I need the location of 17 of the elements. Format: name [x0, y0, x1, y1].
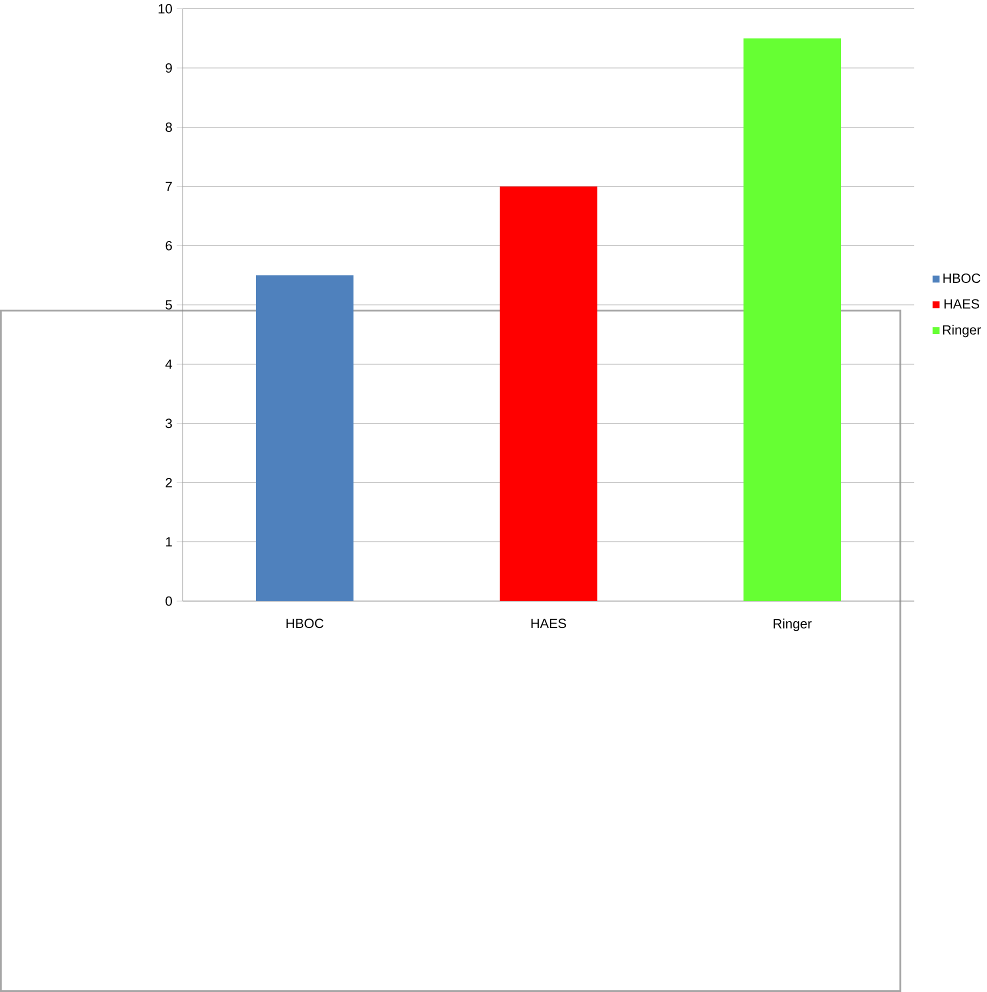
y-tick-label: 9	[166, 63, 172, 73]
y-tick-label: 4	[165, 360, 172, 369]
y-tick-label: 0	[165, 596, 172, 606]
y-tick-label: 2	[166, 478, 172, 488]
legend-label: HAES	[944, 299, 979, 309]
y-tick-label: 8	[166, 122, 172, 132]
y-tick-label: 10	[158, 4, 172, 14]
y-tick-label: 1	[166, 537, 172, 546]
x-tick-label: HAES	[531, 618, 566, 628]
y-tick-label: 5	[165, 300, 172, 310]
legend-label: Ringer	[942, 324, 981, 338]
x-tick-label: HBOC	[286, 618, 324, 628]
legend-label: HBOC	[943, 274, 980, 283]
x-tick-label: Ringer	[774, 618, 812, 632]
y-tick-label: 3	[165, 418, 172, 428]
y-tick-label: 7	[166, 182, 172, 192]
y-tick-label: 6	[166, 240, 172, 250]
